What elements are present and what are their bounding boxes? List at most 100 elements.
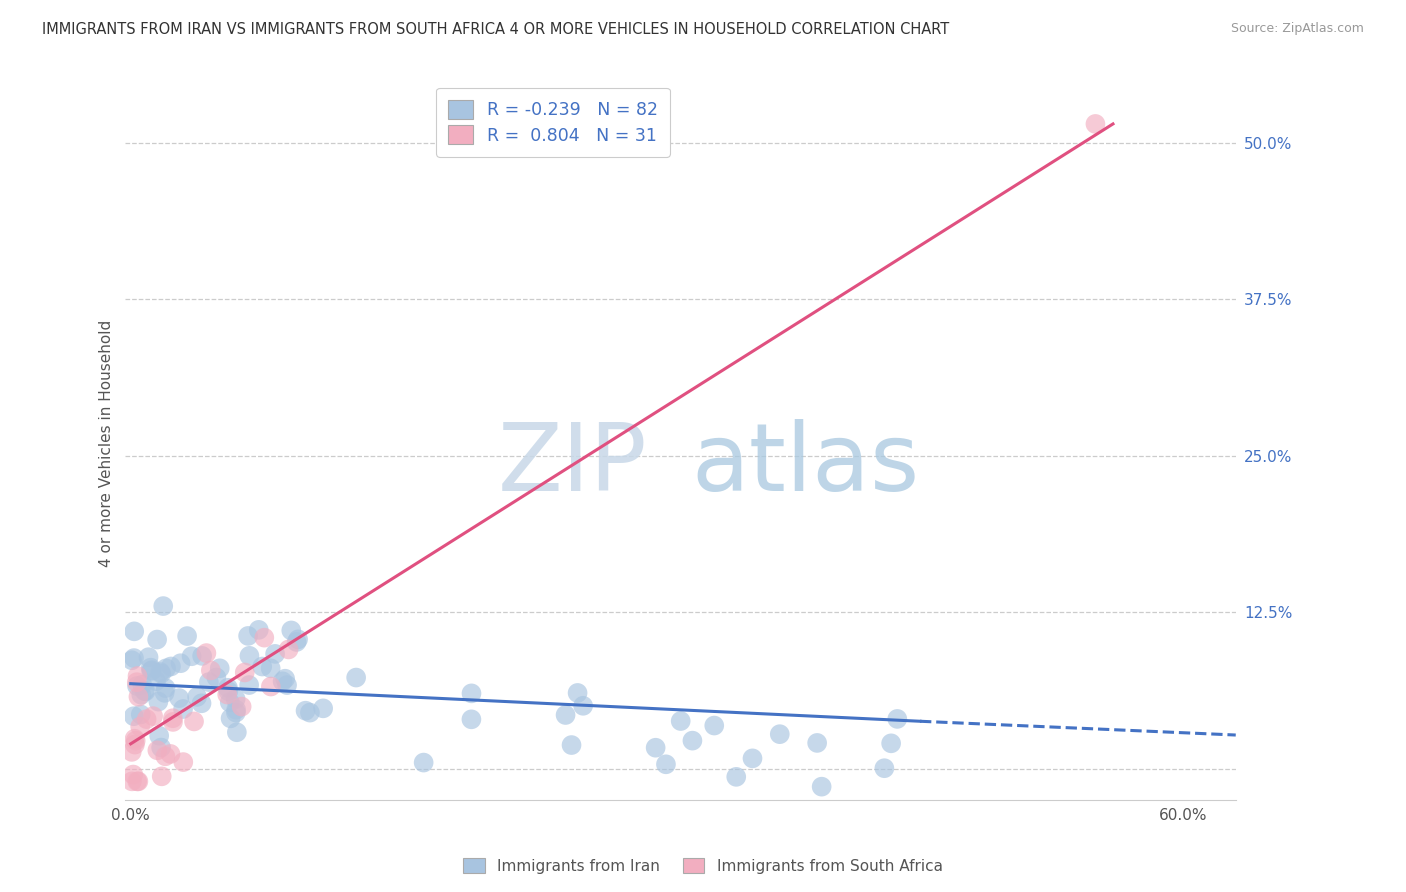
Point <box>153 686 176 700</box>
Text: ZIP: ZIP <box>498 418 647 510</box>
Point <box>145 674 167 689</box>
Point <box>810 780 832 794</box>
Point <box>142 709 165 723</box>
Point <box>198 675 221 690</box>
Point <box>225 706 247 720</box>
Y-axis label: 4 or more Vehicles in Household: 4 or more Vehicles in Household <box>100 319 114 567</box>
Point <box>271 674 294 689</box>
Point <box>741 751 763 765</box>
Point <box>172 702 194 716</box>
Point <box>294 704 316 718</box>
Point <box>127 690 149 704</box>
Point <box>150 666 173 681</box>
Point <box>264 647 287 661</box>
Point <box>121 653 143 667</box>
Point <box>200 664 222 678</box>
Point <box>125 733 148 747</box>
Point <box>238 648 260 663</box>
Point <box>135 684 157 698</box>
Point <box>125 675 148 690</box>
Point <box>129 720 152 734</box>
Point <box>217 688 239 702</box>
Point <box>247 623 270 637</box>
Point <box>274 672 297 686</box>
Point <box>769 727 792 741</box>
Point <box>725 770 748 784</box>
Point <box>127 669 149 683</box>
Text: atlas: atlas <box>692 418 920 510</box>
Point <box>183 714 205 729</box>
Legend: Immigrants from Iran, Immigrants from South Africa: Immigrants from Iran, Immigrants from So… <box>457 852 949 880</box>
Point <box>155 661 177 675</box>
Point <box>880 736 903 750</box>
Point <box>122 624 145 639</box>
Point <box>225 703 247 717</box>
Point <box>122 651 145 665</box>
Point <box>149 665 172 679</box>
Text: Source: ZipAtlas.com: Source: ZipAtlas.com <box>1230 22 1364 36</box>
Point <box>412 756 434 770</box>
Point <box>152 599 174 613</box>
Point <box>280 624 302 638</box>
Point <box>287 632 309 647</box>
Point <box>127 774 149 789</box>
Point <box>160 659 183 673</box>
Point <box>121 745 143 759</box>
Point <box>655 757 678 772</box>
Point <box>121 774 143 789</box>
Point <box>873 761 896 775</box>
Point <box>250 659 273 673</box>
Point <box>162 711 184 725</box>
Point <box>233 665 256 680</box>
Point <box>155 749 177 764</box>
Point <box>146 632 169 647</box>
Point <box>886 712 908 726</box>
Point <box>124 731 146 746</box>
Point <box>285 635 308 649</box>
Point <box>191 648 214 663</box>
Point <box>205 670 228 684</box>
Point <box>806 736 828 750</box>
Point <box>554 708 576 723</box>
Point <box>681 733 703 747</box>
Point <box>127 774 149 789</box>
Point <box>169 657 191 671</box>
Point <box>141 663 163 677</box>
Point <box>460 712 482 726</box>
Point <box>225 725 247 739</box>
Point <box>560 738 582 752</box>
Point <box>135 712 157 726</box>
Point <box>122 709 145 723</box>
Point <box>131 678 153 692</box>
Point <box>124 738 146 752</box>
Point <box>146 743 169 757</box>
Text: IMMIGRANTS FROM IRAN VS IMMIGRANTS FROM SOUTH AFRICA 4 OR MORE VEHICLES IN HOUSE: IMMIGRANTS FROM IRAN VS IMMIGRANTS FROM … <box>42 22 949 37</box>
Point <box>195 646 218 660</box>
Point <box>150 740 173 755</box>
Point <box>162 714 184 729</box>
Point <box>260 680 283 694</box>
Point <box>238 678 260 692</box>
Point <box>703 718 725 732</box>
Point <box>148 695 170 709</box>
Point <box>190 696 212 710</box>
Point <box>129 707 152 722</box>
Point <box>167 691 190 706</box>
Point <box>186 690 208 704</box>
Point <box>122 767 145 781</box>
Point <box>176 629 198 643</box>
Legend: R = -0.239   N = 82, R =  0.804   N = 31: R = -0.239 N = 82, R = 0.804 N = 31 <box>436 88 669 157</box>
Point <box>208 661 231 675</box>
Point <box>312 701 335 715</box>
Point <box>138 650 160 665</box>
Point <box>150 769 173 783</box>
Point <box>219 711 242 725</box>
Point <box>572 698 595 713</box>
Point <box>218 695 240 709</box>
Point <box>125 679 148 693</box>
Point <box>567 686 589 700</box>
Point <box>129 688 152 702</box>
Point <box>260 661 283 675</box>
Point <box>155 681 177 695</box>
Point <box>217 684 239 698</box>
